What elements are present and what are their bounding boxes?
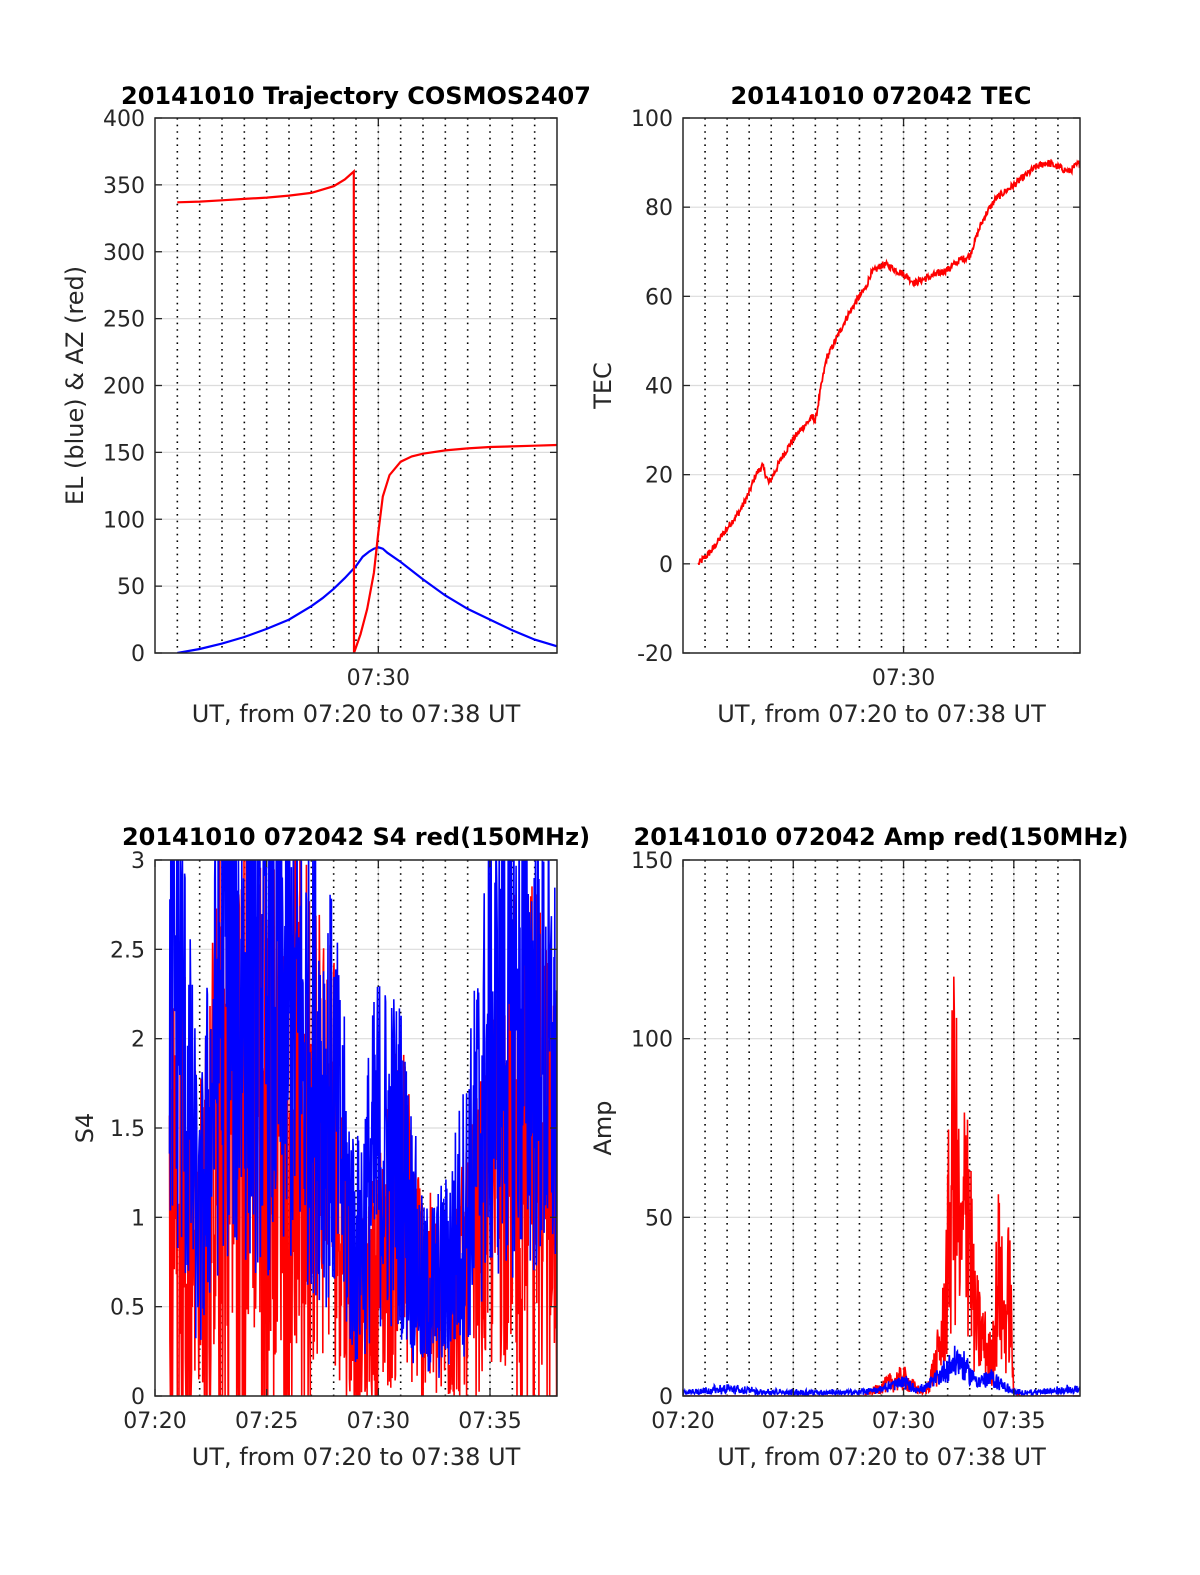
chart-title: 20141010 072042 Amp red(150MHz): [634, 823, 1129, 851]
x-tick-label: 07:35: [982, 1409, 1045, 1434]
y-tick-label: 250: [103, 308, 145, 333]
x-axis-label: UT, from 07:20 to 07:38 UT: [192, 700, 521, 728]
y-tick-label: 100: [103, 508, 145, 533]
y-axis-label: TEC: [589, 362, 617, 410]
y-tick-label: 400: [103, 107, 145, 132]
chart-panel-2: -20 0 20 40 60 80 100 07:30 20141010 072042 TEC U…: [589, 82, 1081, 728]
y-tick-label: 20: [645, 464, 673, 489]
y-axis-label: S4: [71, 1113, 99, 1144]
y-tick-label: 2: [131, 1028, 145, 1053]
y-tick-label: 1: [131, 1206, 145, 1231]
x-axis-label: UT, from 07:20 to 07:38 UT: [717, 700, 1046, 728]
y-tick-label: 350: [103, 174, 145, 199]
plot-area: [177, 169, 557, 653]
chart-title: 20141010 Trajectory COSMOS2407: [121, 82, 591, 110]
y-tick-label: -20: [637, 642, 673, 667]
y-tick-label: 1.5: [110, 1117, 145, 1142]
y-tick-label: 150: [103, 441, 145, 466]
x-tick-label: 07:30: [347, 666, 410, 691]
x-tick-label: 07:35: [458, 1409, 521, 1434]
y-tick-label: 50: [645, 1206, 673, 1231]
x-axis-label: UT, from 07:20 to 07:38 UT: [192, 1443, 521, 1471]
x-tick-label: 07:25: [762, 1409, 825, 1434]
series-az-line: [177, 169, 557, 653]
y-tick-label: 50: [117, 575, 145, 600]
series-amp-blue-line: [683, 1345, 1080, 1396]
y-tick-label: 100: [631, 1028, 673, 1053]
y-tick-label: 3: [131, 849, 145, 874]
y-tick-label: 100: [631, 107, 673, 132]
chart-title: 20141010 072042 TEC: [731, 82, 1032, 110]
x-tick-label: 07:20: [123, 1409, 186, 1434]
chart-panel-4: 0 50 100 150 07:20 07:25 07:30 07:35 20141010 07…: [589, 823, 1128, 1471]
x-tick-label: 07:30: [872, 666, 935, 691]
y-tick-label: 40: [645, 375, 673, 400]
x-axis-label: UT, from 07:20 to 07:38 UT: [717, 1443, 1046, 1471]
x-tick-label: 07:30: [347, 1409, 410, 1434]
x-tick-label: 07:30: [872, 1409, 935, 1434]
x-tick-label: 07:20: [651, 1409, 714, 1434]
y-tick-label: 200: [103, 375, 145, 400]
chart-panel-3: 0 0.5 1 1.5 2 2.5 3 07:20 07:25 07:30 07:35 2014101…: [71, 823, 590, 1471]
series-tec-line: [697, 158, 1080, 565]
y-tick-label: 0.5: [110, 1296, 145, 1321]
y-tick-label: 0: [131, 642, 145, 667]
series-el-line: [177, 546, 557, 653]
x-tick-label: 07:25: [235, 1409, 298, 1434]
y-tick-label: 0: [659, 553, 673, 578]
y-tick-label: 150: [631, 849, 673, 874]
y-tick-label: 300: [103, 241, 145, 266]
plot-area: [168, 860, 557, 1396]
chart-title: 20141010 072042 S4 red(150MHz): [122, 823, 590, 851]
series-s4-blue-line: [168, 860, 557, 1378]
chart-panel-1: 0 50 100 150 200 250 300 350 400 07:30 20141010 Tr…: [61, 82, 591, 728]
axes-box: [682, 859, 1081, 1397]
y-tick-label: 80: [645, 196, 673, 221]
y-tick-label: 0: [659, 1385, 673, 1410]
plot-area: [697, 158, 1080, 565]
y-tick-label: 0: [131, 1385, 145, 1410]
y-tick-label: 60: [645, 285, 673, 310]
y-axis-label: Amp: [589, 1100, 617, 1155]
y-axis-label: EL (blue) & AZ (red): [61, 266, 89, 505]
y-tick-label: 2.5: [110, 938, 145, 963]
